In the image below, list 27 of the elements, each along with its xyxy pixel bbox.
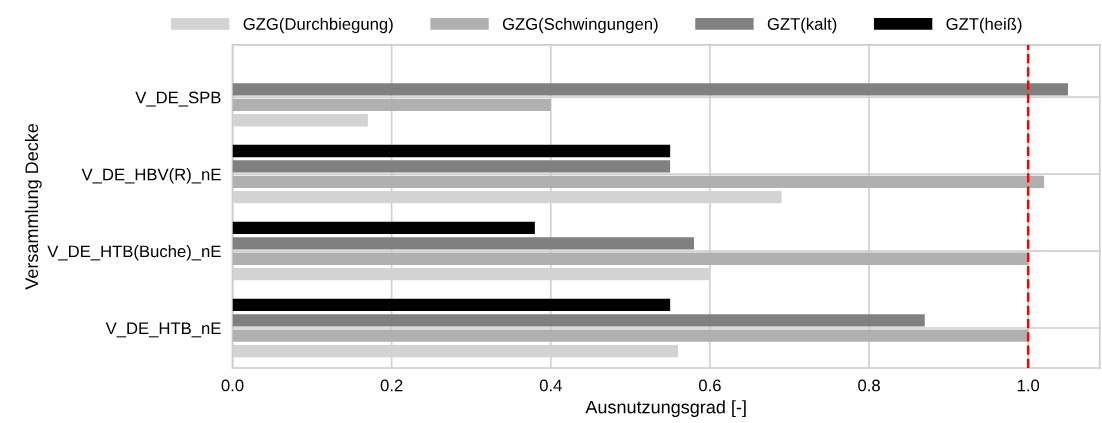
- x-tick-label: 0.4: [539, 379, 562, 392]
- bar: [232, 98, 551, 112]
- bar: [232, 221, 535, 235]
- x-axis-title: Ausnutzungsgrad [-]: [585, 400, 746, 418]
- bar: [232, 237, 695, 250]
- legend-label: GZT(kalt): [767, 17, 837, 34]
- y-tick-label: V_DE_HTB_nE: [105, 322, 221, 338]
- x-tick-label: 0.8: [858, 379, 880, 392]
- y-axis-title: Versammlung Decke: [24, 123, 42, 290]
- y-tick-label: V_DE_HBV(R)_nE: [81, 168, 221, 184]
- legend-label: GZT(heiß): [946, 17, 1022, 34]
- bar: [232, 298, 671, 312]
- y-tick-label: V_DE_SPB: [135, 91, 221, 107]
- x-tick-label: 1.0: [1017, 379, 1040, 392]
- bar: [232, 175, 1045, 188]
- legend-label: GZG(Schwingungen): [502, 17, 658, 34]
- legend-label: GZG(Durchbiegung): [243, 17, 393, 34]
- bar: [232, 144, 671, 158]
- x-tick-label: 0.6: [698, 379, 721, 392]
- bar: [232, 160, 671, 173]
- bar: [232, 83, 1068, 96]
- y-tick-label: V_DE_HTB(Buche)_nE: [47, 245, 221, 261]
- bar: [232, 314, 925, 327]
- x-tick-label: 0.0: [221, 379, 244, 392]
- x-tick-label: 0.2: [380, 379, 403, 392]
- bar: [232, 252, 1029, 265]
- bar: [232, 329, 1029, 342]
